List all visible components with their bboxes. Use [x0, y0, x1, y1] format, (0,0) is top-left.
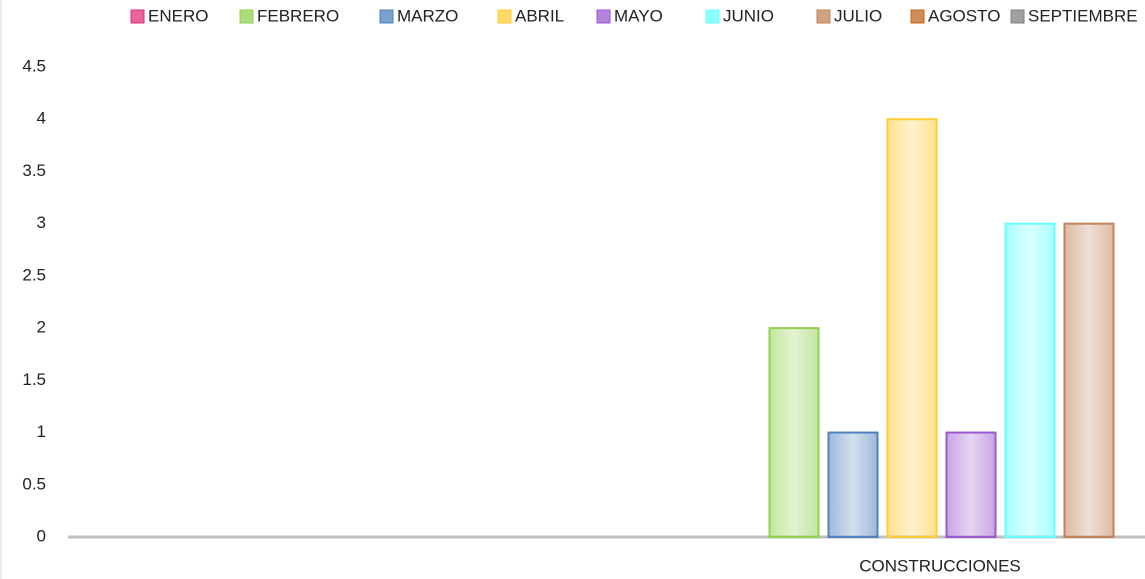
y-tick-label: 3.5 — [22, 161, 46, 180]
bar — [886, 118, 938, 538]
legend-label: FEBRERO — [257, 6, 339, 25]
legend-label: AGOSTO — [928, 6, 1000, 25]
legend-label: ENERO — [148, 6, 208, 25]
legend-swatch — [816, 9, 831, 24]
bar — [768, 327, 820, 538]
y-tick-label: 1 — [37, 422, 46, 441]
legend-label: JUNIO — [723, 6, 774, 25]
legend-label: MARZO — [397, 6, 458, 25]
bar — [1004, 222, 1056, 539]
legend-swatch — [379, 9, 394, 24]
legend-label: SEPTIEMBRE — [1028, 6, 1138, 25]
y-tick-label: 4 — [37, 109, 46, 128]
y-tick-label: 4.5 — [22, 56, 46, 75]
legend-swatch — [1010, 9, 1025, 24]
legend-swatch — [596, 9, 611, 24]
bar — [827, 431, 879, 538]
legend-swatch — [497, 9, 512, 24]
x-tick-label: CONSTRUCCIONES — [859, 556, 1021, 575]
bar — [945, 431, 997, 538]
y-tick-label: 1.5 — [22, 370, 46, 389]
legend-label: MAYO — [614, 6, 663, 25]
y-tick-label: 3 — [37, 213, 46, 232]
y-tick-label: 0.5 — [22, 474, 46, 493]
legend-swatch — [130, 9, 145, 24]
legend-swatch — [705, 9, 720, 24]
legend-swatch — [239, 9, 254, 24]
legend-swatch — [910, 9, 925, 24]
y-tick-label: 0 — [37, 526, 46, 545]
y-tick-label: 2 — [37, 318, 46, 337]
bar — [1063, 222, 1115, 539]
y-tick-label: 2.5 — [22, 265, 46, 284]
legend-label: ABRIL — [515, 6, 564, 25]
legend-label: JULIO — [834, 6, 882, 25]
